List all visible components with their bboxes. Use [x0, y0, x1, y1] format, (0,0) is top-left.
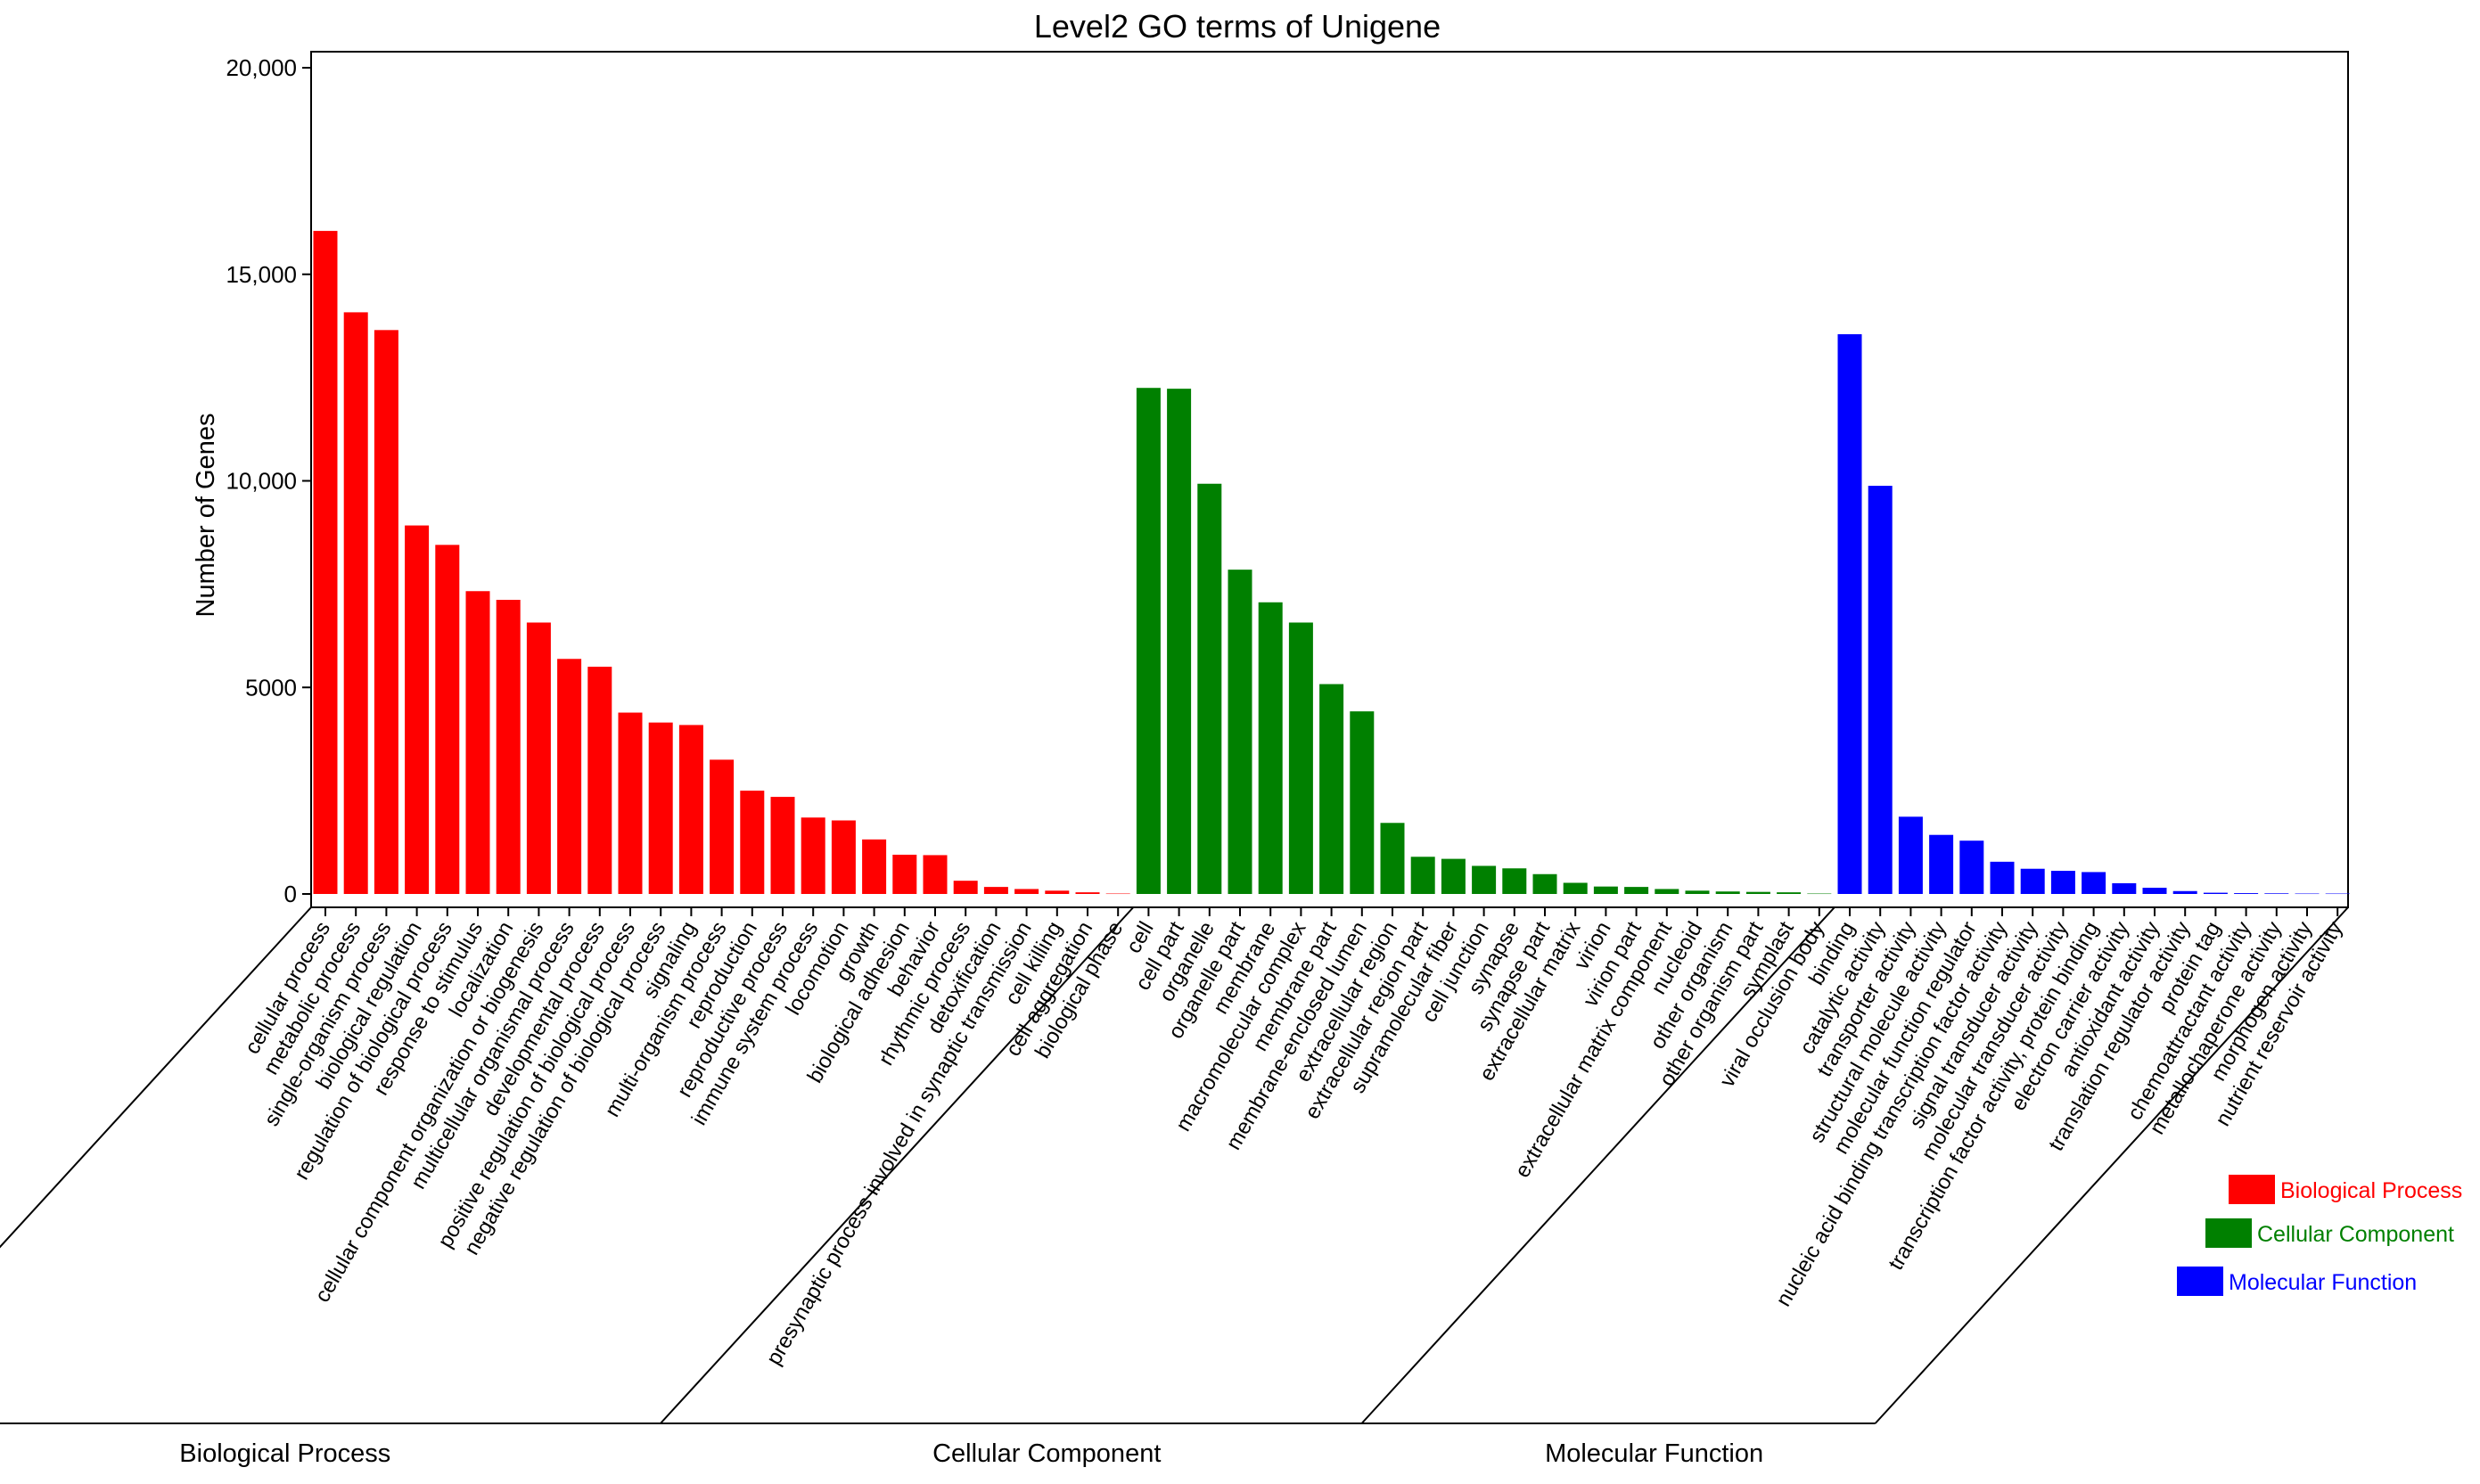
group-separator — [0, 906, 312, 1249]
legend-label-biological-process: Biological Process — [2280, 1178, 2462, 1203]
bar-membrane — [1258, 602, 1283, 894]
bar-cellular-component-organization-or-biogenesis — [526, 622, 551, 894]
y-tick-label: 20,000 — [226, 54, 297, 81]
bar-behavior — [923, 855, 948, 894]
bar-reproduction — [740, 791, 765, 894]
bar-other-organism-part — [1745, 891, 1770, 894]
bar-multicellular-organismal-process — [557, 659, 582, 894]
group-label-molecular-function: Molecular Function — [1545, 1439, 1763, 1468]
group-panels: Biological Process Cellular Component Mole… — [0, 906, 2349, 1468]
bar-nucleoid — [1685, 890, 1710, 894]
bar-positive-regulation-of-biological-process — [618, 712, 643, 894]
bar-catalytic-activity — [1868, 486, 1893, 894]
bar-negative-regulation-of-biological-process — [648, 722, 673, 894]
bar-transporter-activity — [1898, 816, 1923, 894]
bar-multi-organism-process — [710, 759, 735, 894]
plot-frame — [310, 51, 2349, 908]
y-tick-label: 5000 — [245, 674, 297, 701]
y-axis: 0 5000 10,000 15,000 20,000 — [226, 54, 311, 907]
bar-membrane-enclosed-lumen — [1350, 711, 1375, 894]
legend: Biological Process Cellular Component Mole… — [2177, 1175, 2462, 1296]
group-label-biological-process: Biological Process — [179, 1439, 390, 1468]
bar-virion-part — [1624, 887, 1649, 894]
bar-antioxidant-activity — [2142, 888, 2167, 894]
bar-biological-adhesion — [892, 854, 917, 894]
bar-extracellular-matrix-component — [1655, 889, 1679, 894]
bar-extracellular-region-part — [1410, 857, 1435, 894]
bar-structural-molecule-activity — [1929, 834, 1954, 894]
bar-extracellular-matrix — [1563, 882, 1588, 894]
group-separator — [660, 906, 1135, 1424]
group-separator — [1874, 906, 2349, 1424]
y-tick-label: 0 — [284, 881, 297, 907]
y-tick-label: 15,000 — [226, 261, 297, 288]
bar-detoxification — [983, 887, 1008, 894]
legend-label-cellular-component: Cellular Component — [2257, 1222, 2454, 1247]
bar-other-organism — [1715, 891, 1740, 894]
bar-metallochaperone-activity — [2264, 893, 2289, 894]
bar-morphogen-activity — [2295, 893, 2320, 895]
bar-immune-system-process — [801, 817, 825, 894]
bar-response-to-stimulus — [465, 591, 490, 894]
bars-group — [313, 231, 2350, 895]
bar-cell — [1136, 388, 1161, 894]
bar-localization — [496, 599, 521, 894]
bar-cellular-process — [313, 231, 338, 894]
bar-single-organism-process — [374, 330, 398, 894]
bar-binding — [1837, 333, 1862, 894]
bar-cell-killing — [1045, 890, 1070, 894]
bar-nucleic-acid-binding-transcription-factor-activity — [1990, 861, 2015, 894]
legend-swatch-cellular-component — [2205, 1218, 2252, 1248]
bar-cell-aggregation — [1075, 892, 1100, 894]
y-axis-label: Number of Genes — [192, 414, 220, 618]
bar-rhythmic-process — [953, 881, 978, 894]
bar-protein-tag — [2203, 892, 2228, 894]
bar-macromolecular-complex — [1288, 622, 1313, 894]
legend-label-molecular-function: Molecular Function — [2229, 1270, 2417, 1295]
bar-signaling — [678, 725, 703, 894]
bar-electron-carrier-activity — [2112, 882, 2137, 894]
bar-synapse — [1502, 868, 1527, 894]
bar-cell-junction — [1472, 865, 1497, 894]
bar-growth — [862, 839, 887, 894]
bar-translation-regulator-activity — [2172, 890, 2197, 894]
bar-organelle-part — [1228, 570, 1252, 894]
y-tick-label: 10,000 — [226, 468, 297, 495]
bar-metabolic-process — [343, 312, 368, 895]
bar-membrane-part — [1319, 684, 1344, 894]
bar-supramolecular-fiber — [1441, 858, 1466, 894]
bar-signal-transducer-activity — [2020, 868, 2045, 894]
bar-nutrient-reservoir-activity — [2325, 893, 2350, 895]
bar-transcription-factor-activity-protein-binding — [2082, 872, 2106, 894]
bar-locomotion — [831, 820, 856, 894]
legend-swatch-molecular-function — [2177, 1267, 2223, 1296]
bar-cell-part — [1167, 389, 1192, 894]
group-label-cellular-component: Cellular Component — [932, 1439, 1161, 1468]
bar-chemoattractant-activity — [2234, 893, 2259, 894]
bar-developmental-process — [587, 667, 612, 894]
bar-synapse-part — [1532, 873, 1557, 894]
bar-organelle — [1197, 483, 1222, 894]
bar-reproductive-process — [770, 797, 795, 894]
bar-biological-regulation — [405, 525, 430, 894]
bar-molecular-function-regulator — [1959, 840, 1984, 894]
group-separator — [1360, 906, 1835, 1424]
bar-virion — [1593, 886, 1618, 894]
bar-presynaptic-process-involved-in-synaptic-transmission — [1014, 889, 1039, 894]
bar-viral-occlusion-body — [1807, 893, 1832, 895]
bar-symplast — [1777, 892, 1802, 894]
chart-title: Level2 GO terms of Unigene — [1034, 8, 1441, 45]
bar-molecular-transducer-activity — [2050, 871, 2075, 894]
bar-regulation-of-biological-process — [435, 545, 460, 894]
legend-swatch-biological-process — [2229, 1175, 2275, 1204]
bar-biological-phase — [1105, 893, 1130, 895]
bar-extracellular-region — [1380, 823, 1405, 894]
